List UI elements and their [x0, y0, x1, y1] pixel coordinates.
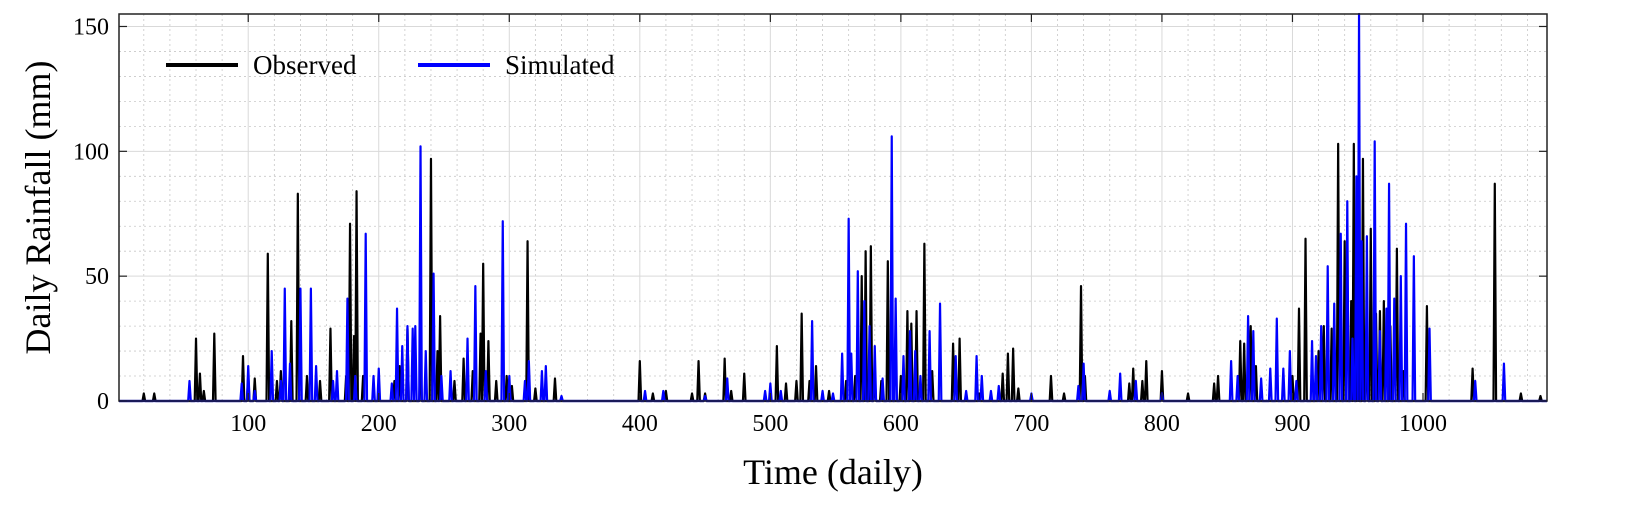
- x-tick-label: 1000: [1399, 411, 1447, 437]
- legend-label-simulated: Simulated: [505, 50, 615, 80]
- minor-grid: [119, 14, 1547, 401]
- y-tick-label: 0: [97, 389, 109, 415]
- y-tick-label: 150: [73, 14, 109, 40]
- x-tick-label: 200: [361, 411, 397, 437]
- x-tick-label: 900: [1274, 411, 1310, 437]
- x-axis-title: Time (daily): [743, 452, 923, 492]
- axis-ticks: [119, 14, 1547, 402]
- y-tick-label: 100: [73, 139, 109, 165]
- legend-label-observed: Observed: [253, 50, 357, 80]
- x-tick-label: 700: [1013, 411, 1049, 437]
- x-tick-label: 300: [491, 411, 527, 437]
- x-tick-label: 600: [883, 411, 919, 437]
- tick-labels: 100 200 300 400 500 600 700 800 900 1000 0 50 100 150: [73, 14, 1447, 437]
- x-tick-label: 400: [622, 411, 658, 437]
- plot-frame: [118, 13, 1548, 402]
- y-axis-title: Daily Rainfall (mm): [18, 61, 58, 355]
- x-tick-label: 500: [752, 411, 788, 437]
- x-tick-label: 100: [230, 411, 266, 437]
- x-tick-label: 800: [1144, 411, 1180, 437]
- y-tick-label: 50: [85, 264, 109, 290]
- major-grid: [119, 14, 1547, 401]
- legend: Observed Simulated: [166, 50, 615, 80]
